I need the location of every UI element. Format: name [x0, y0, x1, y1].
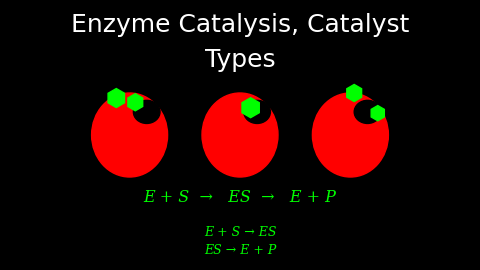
Ellipse shape — [354, 100, 381, 123]
Text: Types: Types — [204, 48, 276, 72]
Text: ES → E + P: ES → E + P — [204, 244, 276, 256]
Ellipse shape — [133, 100, 160, 123]
Polygon shape — [242, 98, 259, 118]
Ellipse shape — [244, 100, 270, 123]
Polygon shape — [128, 94, 143, 111]
Ellipse shape — [312, 93, 388, 177]
Polygon shape — [371, 106, 384, 121]
Text: E + S → ES: E + S → ES — [204, 225, 276, 238]
Polygon shape — [347, 85, 361, 102]
Ellipse shape — [92, 93, 168, 177]
Text: Enzyme Catalysis, Catalyst: Enzyme Catalysis, Catalyst — [71, 13, 409, 37]
Text: E + S  →   ES  →   E + P: E + S → ES → E + P — [144, 190, 336, 207]
Polygon shape — [108, 89, 124, 107]
Ellipse shape — [202, 93, 278, 177]
